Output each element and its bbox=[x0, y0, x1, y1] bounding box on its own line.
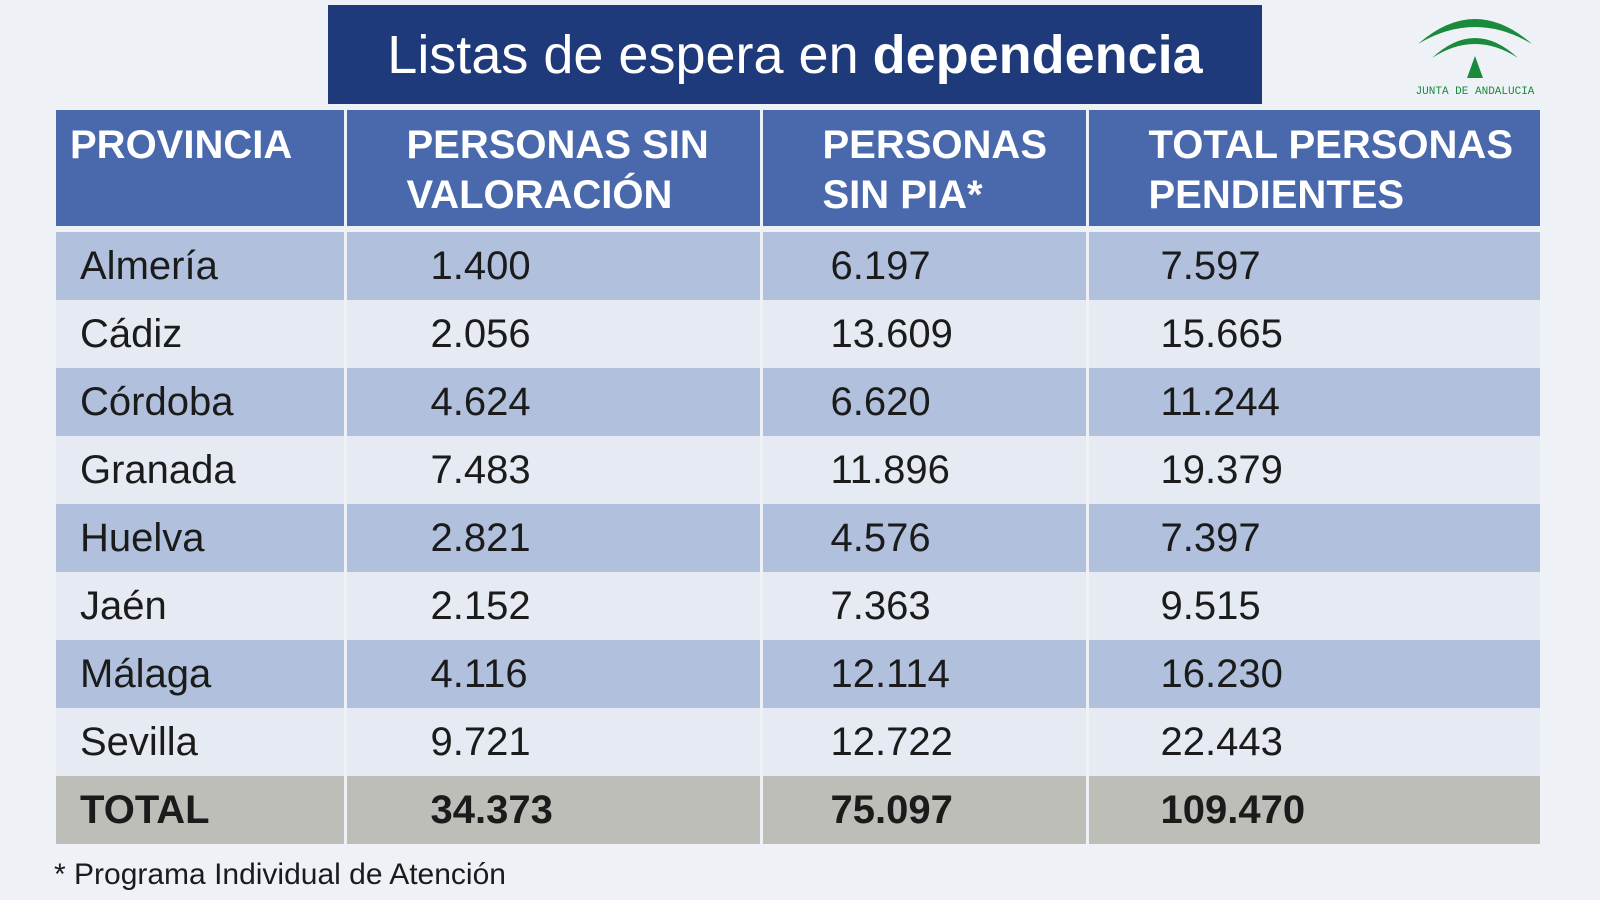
cell-provincia: Almería bbox=[56, 229, 347, 300]
table-header-row: PROVINCIA PERSONAS SIN VALORACIÓN PERSONA… bbox=[56, 110, 1540, 232]
cell-sin-pia: 6.197 bbox=[761, 229, 1089, 300]
cell-provincia: Córdoba bbox=[56, 368, 347, 436]
footnote: * Programa Individual de Atención bbox=[54, 858, 506, 891]
page-title: Listas de espera en dependencia bbox=[328, 5, 1262, 104]
cell-provincia: Huelva bbox=[56, 504, 347, 572]
cell-total-pendientes: 19.379 bbox=[1087, 436, 1540, 504]
table-row: Jaén 2.152 7.363 9.515 bbox=[56, 572, 1540, 640]
total-row: TOTAL 34.373 75.097 109.470 bbox=[56, 776, 1540, 844]
title-bold: dependencia bbox=[872, 24, 1203, 85]
cell-total-pendientes: 11.244 bbox=[1087, 368, 1540, 436]
title-regular: Listas de espera en bbox=[387, 24, 859, 85]
header-provincia: PROVINCIA bbox=[56, 110, 347, 232]
cell-sin-pia: 12.114 bbox=[761, 640, 1089, 708]
cell-total-pendientes: 15.665 bbox=[1087, 300, 1540, 368]
cell-provincia: Cádiz bbox=[56, 300, 347, 368]
cell-sin-pia: 7.363 bbox=[761, 572, 1089, 640]
junta-de-andalucia-logo bbox=[1418, 19, 1532, 78]
table-row: Cádiz 2.056 13.609 15.665 bbox=[56, 300, 1540, 368]
cell-sin-pia: 13.609 bbox=[761, 300, 1089, 368]
table-row: Málaga 4.116 12.114 16.230 bbox=[56, 640, 1540, 708]
cell-sin-valoracion: 1.400 bbox=[345, 229, 763, 300]
header-sin-valoracion: PERSONAS SIN VALORACIÓN bbox=[345, 110, 763, 232]
cell-total-pendientes: 7.397 bbox=[1087, 504, 1540, 572]
cell-sin-pia: 4.576 bbox=[761, 504, 1089, 572]
cell-provincia: Granada bbox=[56, 436, 347, 504]
cell-provincia: Sevilla bbox=[56, 708, 347, 776]
waiting-list-table: PROVINCIA PERSONAS SIN VALORACIÓN PERSONA… bbox=[56, 110, 1540, 844]
cell-provincia: Jaén bbox=[56, 572, 347, 640]
table-row: Almería 1.400 6.197 7.597 bbox=[56, 229, 1540, 300]
total-sin-valoracion: 34.373 bbox=[345, 776, 763, 844]
cell-sin-valoracion: 9.721 bbox=[345, 708, 763, 776]
cell-sin-valoracion: 4.116 bbox=[345, 640, 763, 708]
cell-sin-valoracion: 7.483 bbox=[345, 436, 763, 504]
total-total-pendientes: 109.470 bbox=[1087, 776, 1540, 844]
cell-sin-pia: 6.620 bbox=[761, 368, 1089, 436]
cell-sin-valoracion: 2.152 bbox=[345, 572, 763, 640]
header-sin-pia: PERSONAS SIN PIA* bbox=[761, 110, 1089, 232]
cell-total-pendientes: 7.597 bbox=[1087, 229, 1540, 300]
table-row: Granada 7.483 11.896 19.379 bbox=[56, 436, 1540, 504]
table-row: Córdoba 4.624 6.620 11.244 bbox=[56, 368, 1540, 436]
cell-total-pendientes: 9.515 bbox=[1087, 572, 1540, 640]
table-row: Sevilla 9.721 12.722 22.443 bbox=[56, 708, 1540, 776]
cell-sin-valoracion: 2.821 bbox=[345, 504, 763, 572]
logo-text: JUNTA DE ANDALUCIA bbox=[1415, 86, 1535, 98]
cell-sin-valoracion: 2.056 bbox=[345, 300, 763, 368]
total-provincia: TOTAL bbox=[56, 776, 347, 844]
cell-sin-pia: 12.722 bbox=[761, 708, 1089, 776]
cell-total-pendientes: 22.443 bbox=[1087, 708, 1540, 776]
total-sin-pia: 75.097 bbox=[761, 776, 1089, 844]
cell-sin-pia: 11.896 bbox=[761, 436, 1089, 504]
cell-provincia: Málaga bbox=[56, 640, 347, 708]
table-row: Huelva 2.821 4.576 7.397 bbox=[56, 504, 1540, 572]
cell-total-pendientes: 16.230 bbox=[1087, 640, 1540, 708]
header-total-pendientes: TOTAL PERSONAS PENDIENTES bbox=[1087, 110, 1540, 232]
cell-sin-valoracion: 4.624 bbox=[345, 368, 763, 436]
